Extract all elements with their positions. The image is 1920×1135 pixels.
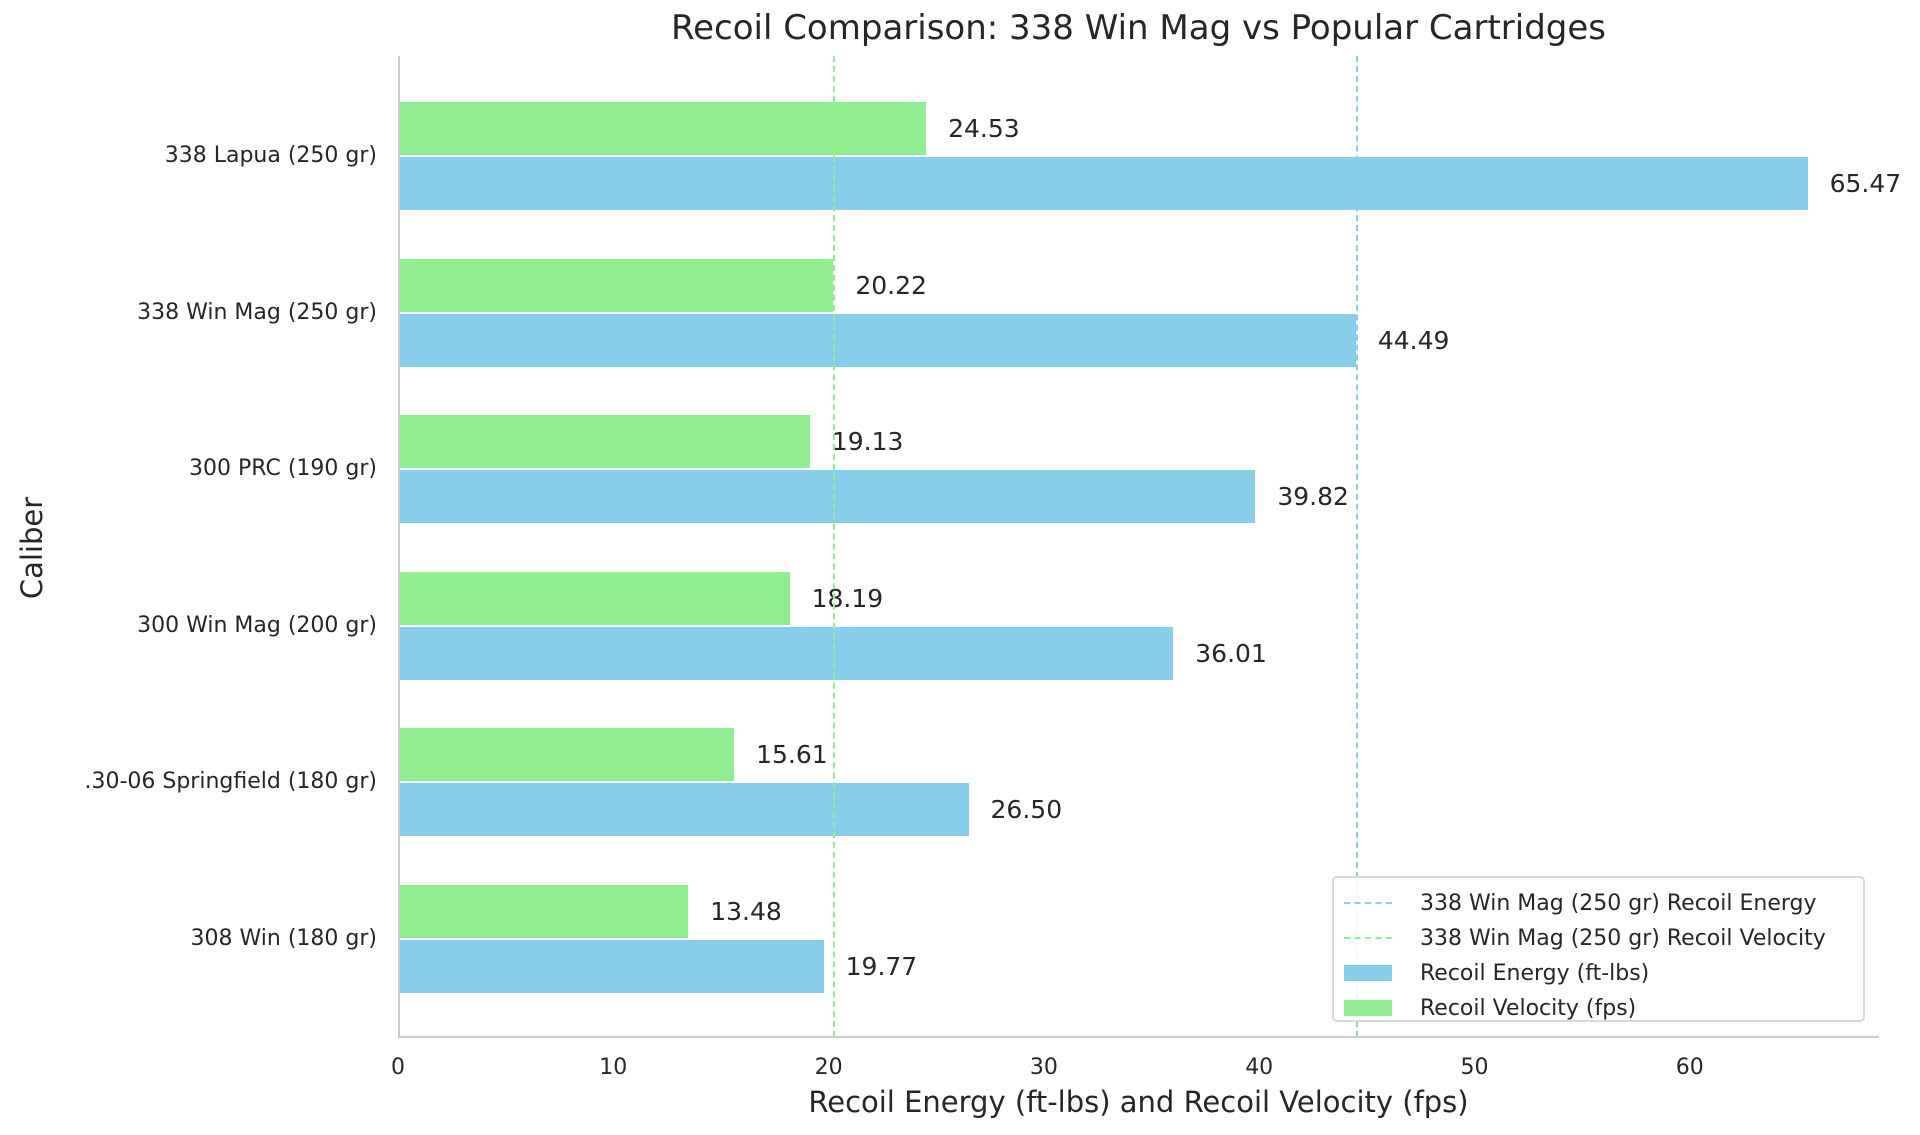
x-tick-label: 60 — [1675, 1055, 1704, 1080]
value-label: 20.22 — [855, 270, 927, 300]
legend-item-energy-line: 338 Win Mag (250 gr) Recoil Energy — [1344, 886, 1817, 920]
chart-title: Recoil Comparison: 338 Win Mag vs Popula… — [670, 8, 1607, 48]
x-tick-label: 0 — [391, 1055, 405, 1080]
x-tick-label: 10 — [599, 1055, 628, 1080]
value-label: 19.77 — [845, 951, 918, 981]
x-axis-label: Recoil Energy (ft-lbs) and Recoil Veloci… — [808, 1085, 1469, 1119]
legend-item-velocity-bar: Recoil Velocity (fps) — [1344, 991, 1636, 1025]
bar-recoil-velocity — [398, 415, 810, 468]
bar-recoil-velocity — [398, 571, 790, 625]
value-label: 65.47 — [1829, 169, 1902, 198]
bar-recoil-velocity — [398, 728, 735, 781]
dashed-line-icon — [1344, 937, 1392, 939]
value-label: 18.19 — [811, 583, 884, 613]
x-tick-label: 30 — [1029, 1055, 1058, 1080]
value-label: 24.53 — [948, 114, 1020, 143]
y-tick-label: 300 Win Mag (200 gr) — [137, 612, 377, 638]
y-tick-label: 308 Win (180 gr) — [190, 925, 377, 951]
bar-recoil-velocity — [398, 258, 834, 312]
legend-item-energy-bar: Recoil Energy (ft-lbs) — [1344, 956, 1649, 990]
y-axis-label: Caliber — [15, 496, 49, 600]
legend-item-velocity-line: 338 Win Mag (250 gr) Recoil Velocity — [1344, 921, 1826, 955]
value-label: 36.01 — [1195, 638, 1267, 668]
value-label: 44.49 — [1377, 325, 1450, 355]
value-label: 39.82 — [1277, 482, 1349, 511]
color-swatch-icon — [1344, 965, 1392, 981]
reference-line-energy — [1355, 56, 1358, 1037]
y-tick-label: 338 Win Mag (250 gr) — [137, 299, 377, 325]
bar-recoil-energy — [398, 783, 969, 836]
x-tick-label: 40 — [1245, 1055, 1274, 1080]
bar-recoil-velocity — [398, 102, 927, 155]
x-tick-label: 20 — [814, 1055, 843, 1080]
x-axis-spine — [398, 1036, 1879, 1038]
legend: 338 Win Mag (250 gr) Recoil Energy 338 W… — [1332, 876, 1865, 1022]
bar-recoil-energy — [398, 313, 1356, 367]
reference-line-velocity — [833, 56, 836, 1037]
value-label: 15.61 — [756, 740, 828, 769]
value-label: 13.48 — [710, 896, 782, 926]
x-tick-label: 50 — [1460, 1055, 1489, 1080]
y-axis-spine — [398, 56, 400, 1038]
bar-recoil-energy — [398, 157, 1808, 210]
y-tick-label: 300 PRC (190 gr) — [189, 456, 377, 481]
y-tick-label: 338 Lapua (250 gr) — [164, 143, 377, 168]
dashed-line-icon — [1344, 902, 1392, 904]
bar-recoil-energy — [398, 939, 824, 993]
bar-recoil-velocity — [398, 884, 689, 938]
bar-recoil-energy — [398, 470, 1256, 523]
bar-recoil-energy — [398, 626, 1174, 680]
value-label: 19.13 — [831, 427, 904, 456]
color-swatch-icon — [1344, 1000, 1392, 1016]
y-tick-label: .30-06 Springfield (180 gr) — [84, 769, 377, 794]
value-label: 26.50 — [990, 795, 1063, 824]
